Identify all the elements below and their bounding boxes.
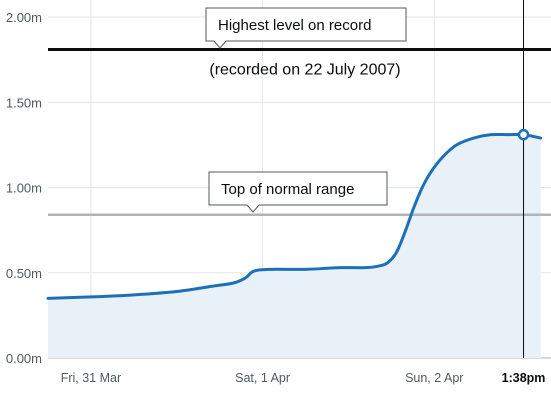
record-callout: Highest level on record [205,7,407,49]
series-area [48,134,541,358]
current-level-marker [517,128,530,141]
callout-label: Highest level on record [218,17,371,34]
x-tick-now-label: 1:38pm [502,371,546,385]
x-tick-label: Sun, 2 Apr [405,371,463,385]
y-tick-label: 0.00m [6,351,42,366]
y-tick-label: 1.50m [6,95,42,110]
callout-box [208,171,388,213]
series-line-layer [46,0,543,358]
x-tick-label: Sat, 1 Apr [235,371,290,385]
area-layer [48,134,541,358]
callouts: Highest level on record (recorded on 22 J… [205,7,407,213]
axis-labels: 2.00m 1.50m 1.00m 0.50m 0.00m Fri, 31 Mar Sat,… [6,10,546,385]
callout-label: Top of normal range [221,181,354,198]
callout-box [205,7,407,49]
normal-range-callout: Top of normal range [208,171,388,213]
record-date-note: (recorded on 22 July 2007) [209,61,400,78]
series-line [46,132,543,300]
x-tick-label: Fri, 31 Mar [61,371,121,385]
y-tick-label: 1.00m [6,181,42,196]
y-tick-label: 2.00m [6,10,42,25]
reference-lines [48,47,551,217]
y-tick-label: 0.50m [6,266,42,281]
